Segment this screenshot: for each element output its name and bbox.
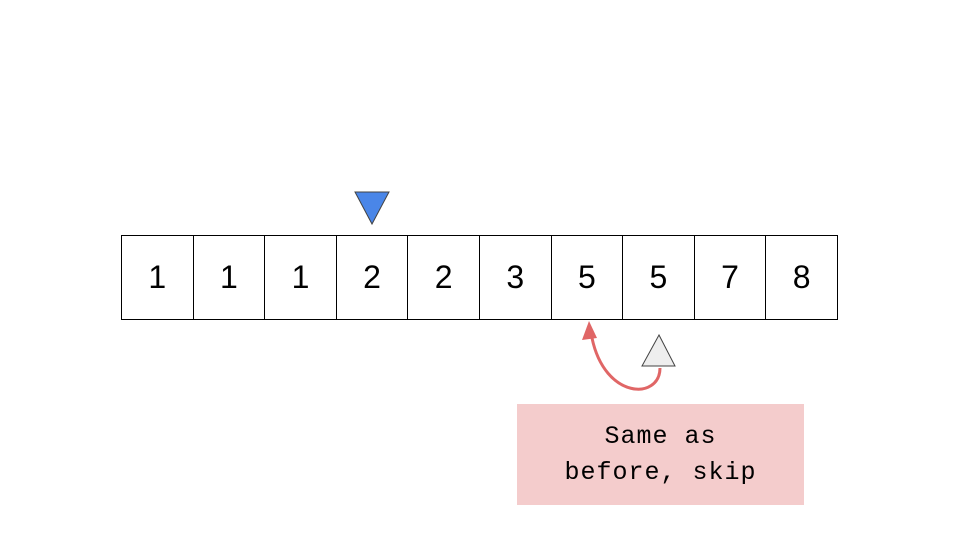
- array-cell-3: 2: [337, 236, 409, 319]
- array-cell-9: 8: [766, 236, 838, 319]
- skip-callout-box: Same as before, skip: [517, 404, 804, 505]
- skip-callout-text: Same as before, skip: [564, 421, 757, 487]
- array-cell-7: 5: [623, 236, 695, 319]
- primary-pointer-down-triangle: [354, 191, 390, 226]
- array-cell-4: 2: [408, 236, 480, 319]
- array-cell-5: 3: [480, 236, 552, 319]
- sorted-array: 1 1 1 2 2 3 5 5 7 8: [121, 235, 838, 320]
- array-cell-8: 7: [695, 236, 767, 319]
- secondary-pointer-up-triangle: [641, 333, 676, 367]
- array-cell-0: 1: [122, 236, 194, 319]
- skip-arrow-curve: [590, 337, 662, 391]
- array-cell-1: 1: [194, 236, 266, 319]
- skip-arrow-head: [582, 321, 597, 340]
- array-cell-2: 1: [265, 236, 337, 319]
- array-cell-6: 5: [552, 236, 624, 319]
